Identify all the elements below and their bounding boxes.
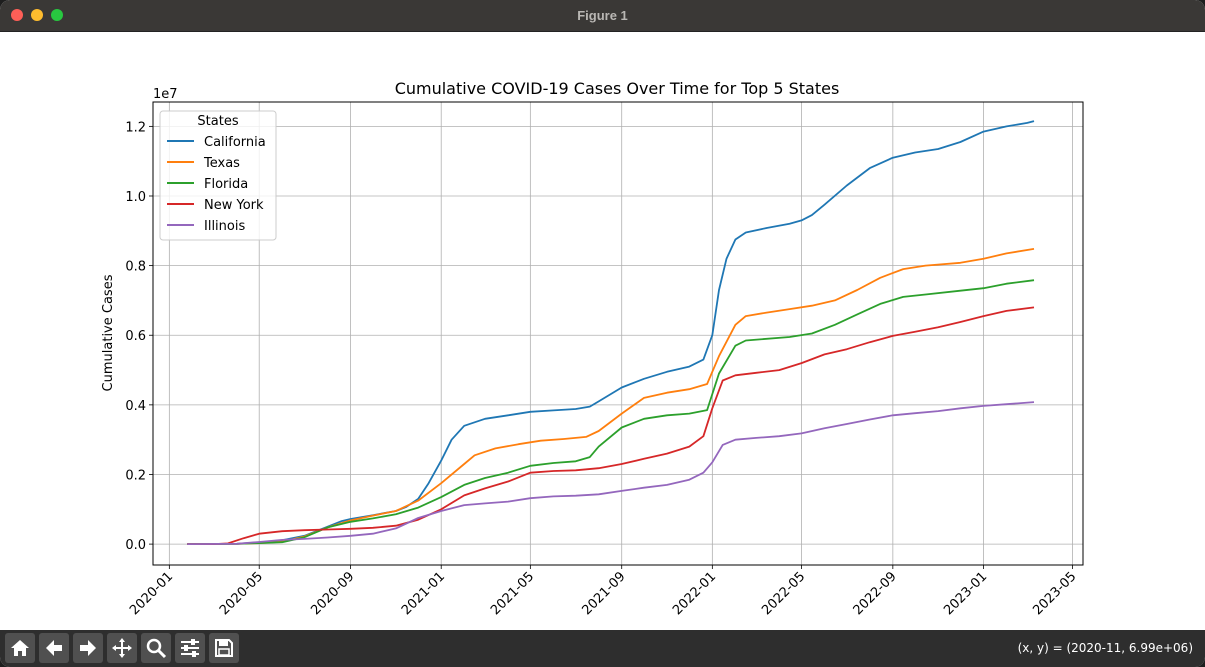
home-icon (11, 640, 29, 656)
x-tick-label: 2021-09 (580, 569, 629, 618)
axes-frame (152, 101, 1084, 566)
x-tick-label: 2023-01 (941, 569, 990, 618)
navigation-toolbar: (x, y) = (2020-11, 6.99e+06) (0, 630, 1205, 667)
chart-title: Cumulative COVID-19 Cases Over Time for … (395, 79, 840, 98)
y-tick-label: 0.4 (125, 399, 146, 414)
y-tick-label: 1.2 (125, 120, 146, 135)
legend-entry-label: Illinois (204, 219, 245, 234)
x-tick-label: 2021-01 (399, 569, 448, 618)
y-axis: 0.0 0.2 0.4 0.6 0.8 1.0 1.2 (125, 120, 153, 553)
x-tick-label: 2020-09 (308, 569, 357, 618)
x-tick-label: 2023-05 (1030, 569, 1079, 618)
legend-box (159, 110, 277, 241)
back-button[interactable] (39, 633, 69, 663)
back-icon (46, 640, 62, 656)
line-chart: 2020-01 2020-05 2020-09 2021-01 2021-05 2021-… (101, 79, 1084, 618)
cursor-coordinates: (x, y) = (2020-11, 6.99e+06) (1017, 641, 1193, 655)
minimize-window-button[interactable] (31, 9, 43, 21)
legend-entry-label: Texas (203, 156, 240, 171)
legend-entry-label: New York (204, 198, 264, 213)
series-line-texas (187, 248, 1035, 545)
zoom-icon (146, 638, 167, 659)
legend[interactable]: States California Texas Florida New York Ill… (159, 110, 277, 241)
y-offset-label: 1e7 (153, 87, 178, 102)
plot-area (153, 102, 1083, 565)
x-tick-label: 2021-05 (488, 569, 537, 618)
y-tick-label: 0.8 (125, 260, 146, 275)
y-tick-label: 0.2 (125, 468, 146, 483)
series-lines (187, 120, 1035, 545)
figure-canvas[interactable]: 2020-01 2020-05 2020-09 2021-01 2021-05 2021-… (0, 32, 1205, 630)
title-bar[interactable]: Figure 1 (0, 0, 1205, 32)
pan-icon (112, 638, 132, 658)
x-tick-label: 2022-05 (759, 569, 808, 618)
x-tick-label: 2020-05 (217, 569, 266, 618)
home-button[interactable] (5, 633, 35, 663)
configure-subplots-icon (181, 639, 199, 657)
maximize-window-button[interactable] (51, 9, 63, 21)
save-button[interactable] (209, 633, 239, 663)
window-title: Figure 1 (577, 8, 628, 23)
series-line-florida (187, 279, 1035, 545)
legend-entry-label: California (204, 135, 266, 150)
x-tick-label: 2022-09 (851, 569, 900, 618)
close-window-button[interactable] (11, 9, 23, 21)
forward-button[interactable] (73, 633, 103, 663)
series-line-new-york (187, 306, 1035, 545)
legend-entry-label: Florida (204, 177, 248, 192)
x-axis: 2020-01 2020-05 2020-09 2021-01 2021-05 2021-… (127, 565, 1079, 618)
x-tick-label: 2020-01 (127, 569, 176, 618)
forward-icon (80, 640, 96, 656)
y-tick-label: 0.6 (125, 329, 146, 344)
x-tick-label: 2022-01 (670, 569, 719, 618)
series-line-illinois (187, 401, 1035, 545)
y-tick-label: 1.0 (125, 190, 146, 205)
configure-subplots-button[interactable] (175, 633, 205, 663)
pan-button[interactable] (107, 633, 137, 663)
legend-title: States (197, 114, 238, 129)
y-tick-label: 0.0 (125, 538, 146, 553)
y-axis-label: Cumulative Cases (101, 274, 116, 391)
zoom-button[interactable] (141, 633, 171, 663)
save-icon (215, 639, 233, 657)
